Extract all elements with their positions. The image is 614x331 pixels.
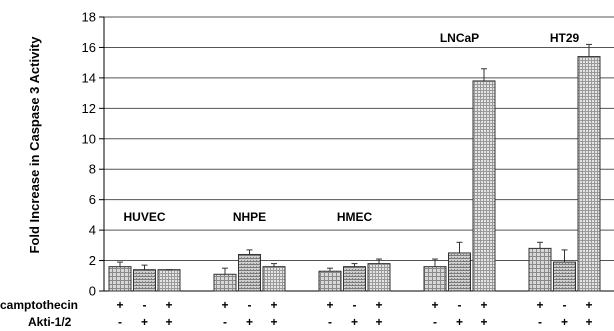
bar [262, 266, 286, 292]
condition-sign: + [375, 315, 382, 329]
condition-sign: - [563, 298, 567, 312]
condition-sign: + [270, 298, 277, 312]
group-label: HT29 [550, 31, 580, 45]
condition-sign: + [375, 298, 382, 312]
y-tick-label: 16 [82, 40, 96, 55]
condition-sign: + [246, 315, 253, 329]
bar [448, 252, 471, 292]
bar [472, 80, 496, 292]
bar [213, 273, 237, 292]
bar [157, 269, 181, 292]
condition-sign: - [223, 315, 227, 329]
y-tick-label: 14 [82, 70, 96, 85]
condition-sign: + [326, 298, 333, 312]
condition-sign: + [141, 315, 148, 329]
condition-sign: + [585, 315, 592, 329]
y-tick-label: 6 [89, 192, 96, 207]
bars [108, 43, 601, 292]
bar [318, 270, 342, 292]
bar [553, 261, 576, 292]
y-tick-label: 12 [82, 101, 96, 116]
condition-sign: + [585, 298, 592, 312]
bar [108, 266, 132, 292]
condition-sign: - [328, 315, 332, 329]
condition-sign: - [433, 315, 437, 329]
condition-sign: + [116, 298, 123, 312]
condition-sign: + [480, 298, 487, 312]
condition-sign: + [351, 315, 358, 329]
condition-sign: + [165, 298, 172, 312]
y-tick-label: 18 [82, 10, 96, 25]
y-tick-label: 10 [82, 131, 96, 146]
gridlines [104, 16, 614, 292]
condition-label: Akti-1/2 [28, 315, 72, 329]
condition-sign: - [538, 315, 542, 329]
condition-sign: + [480, 315, 487, 329]
y-tick-label: 8 [89, 162, 96, 177]
group-label: HUVEC [123, 210, 165, 224]
y-tick-label: 4 [89, 223, 96, 238]
bar [528, 247, 552, 292]
condition-sign: - [458, 298, 462, 312]
condition-sign: + [561, 315, 568, 329]
condition-sign: + [165, 315, 172, 329]
group-label: LNCaP [440, 31, 479, 45]
condition-sign: + [270, 315, 277, 329]
condition-sign: + [431, 298, 438, 312]
group-label: NHPE [233, 210, 266, 224]
condition-sign: - [118, 315, 122, 329]
bar [577, 56, 601, 292]
y-tick-label: 2 [89, 253, 96, 268]
y-tick-label: 0 [89, 284, 96, 299]
bar [238, 253, 261, 292]
condition-sign: - [353, 298, 357, 312]
condition-sign: - [143, 298, 147, 312]
condition-label: camptothecin [0, 298, 78, 312]
labels: HUVEC NHPE HMEC LNCaP HT29 camptothecin + - + + - +… [0, 31, 593, 329]
bar [343, 266, 366, 292]
bar [423, 266, 447, 292]
condition-sign: + [221, 298, 228, 312]
condition-sign: + [536, 298, 543, 312]
group-label: HMEC [337, 210, 373, 224]
condition-sign: - [248, 298, 252, 312]
y-axis: 0 2 4 6 8 10 12 14 16 18 [82, 10, 105, 299]
bar [133, 269, 156, 292]
bar [367, 263, 391, 292]
condition-sign: + [456, 315, 463, 329]
y-axis-label: Fold Increase in Caspase 3 Activity [27, 36, 42, 254]
